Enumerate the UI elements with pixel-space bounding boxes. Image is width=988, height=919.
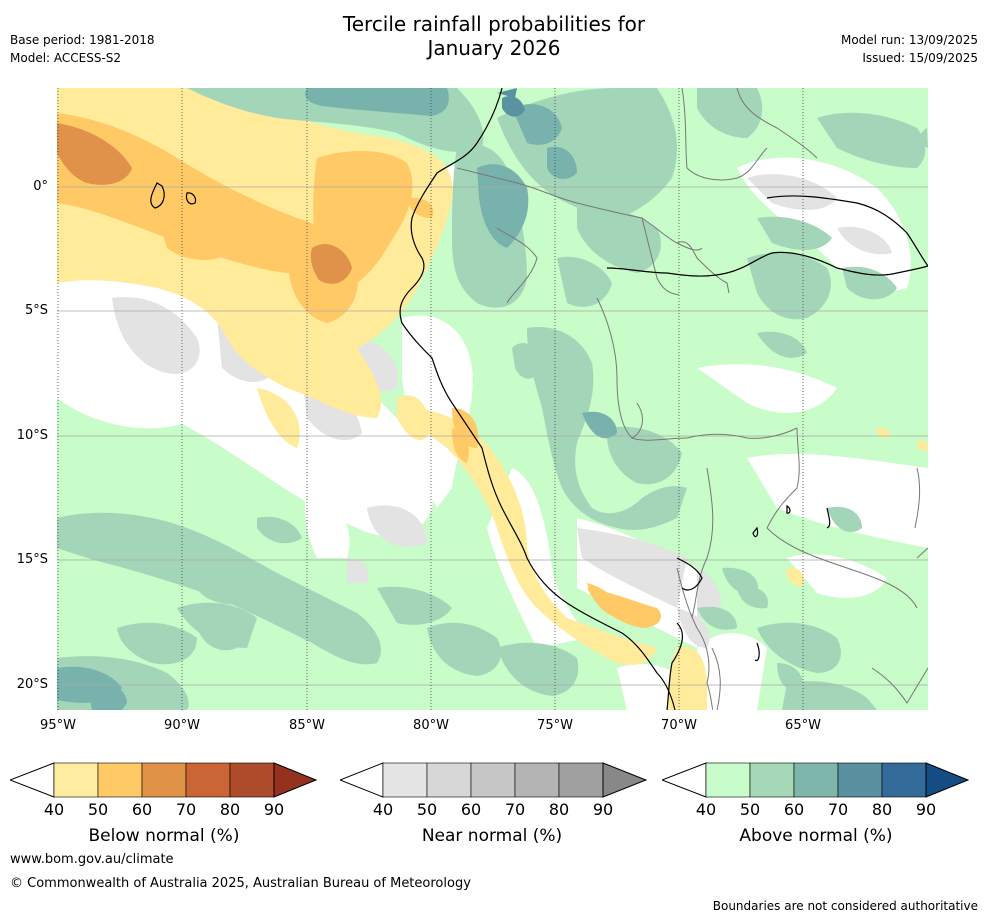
lon-label-85w: 85°W	[289, 718, 325, 733]
cb-above-tick-50: 50	[739, 800, 761, 819]
cb-below-tick-70: 70	[175, 800, 197, 819]
website-link[interactable]: www.bom.gov.au/climate	[10, 852, 174, 867]
cb-near-tick-90: 90	[592, 800, 614, 819]
colorbar-near-swatch-4	[558, 762, 604, 798]
lon-label-95w: 95°W	[40, 718, 76, 733]
colorbar-near-swatch-0	[382, 762, 428, 798]
colorbar-above-swatch-1	[749, 762, 795, 798]
above-50-regions	[57, 88, 928, 710]
base-period: Base period: 1981-2018	[10, 33, 155, 47]
colorbar-above-swatch-0	[705, 762, 751, 798]
title-line-1: Tercile rainfall probabilities for	[342, 12, 646, 36]
coastline	[150, 88, 928, 710]
lat-label-0: 0°	[33, 179, 48, 194]
issued-date: Issued: 15/09/2025	[862, 51, 978, 65]
colorbar-below-swatch-2	[141, 762, 187, 798]
colorbar-above-low-arrow	[662, 762, 707, 798]
colorbar-near-swatch-2	[470, 762, 516, 798]
colorbar-below-swatch-1	[97, 762, 143, 798]
colorbar-below-swatch-3	[185, 762, 231, 798]
disclaimer-text: Boundaries are not considered authoritat…	[712, 899, 978, 913]
colorbar-below-high-arrow	[273, 762, 318, 798]
lat-label-5s: 5°S	[24, 303, 48, 318]
lon-label-65w: 65°W	[785, 718, 821, 733]
lat-label-20s: 20°S	[16, 677, 48, 692]
cb-below-tick-40: 40	[43, 800, 65, 819]
cb-near-tick-80: 80	[548, 800, 570, 819]
map-title: Tercile rainfall probabilities for Janua…	[0, 12, 988, 60]
below-70-regions	[57, 123, 352, 284]
meta-left: Base period: 1981-2018 Model: ACCESS-S2	[10, 31, 155, 67]
colorbar-above-swatch-2	[793, 762, 839, 798]
cb-above-tick-80: 80	[871, 800, 893, 819]
colorbar-above-high-arrow	[925, 762, 970, 798]
cb-above-tick-60: 60	[783, 800, 805, 819]
colorbar-below-swatch-4	[229, 762, 275, 798]
colorbar-above-swatch-3	[837, 762, 883, 798]
cb-below-tick-50: 50	[87, 800, 109, 819]
country-borders	[456, 88, 928, 710]
model-run: Model run: 13/09/2025	[840, 33, 978, 47]
colorbar-above-swatch-4	[881, 762, 927, 798]
above-70-regions	[497, 88, 525, 117]
colorbar-above	[662, 762, 970, 798]
cb-near-tick-70: 70	[504, 800, 526, 819]
model-name: Model: ACCESS-S2	[10, 51, 122, 65]
cb-below-tick-80: 80	[219, 800, 241, 819]
above-60-regions	[57, 88, 617, 710]
cb-above-tick-90: 90	[915, 800, 937, 819]
lon-label-80w: 80°W	[413, 718, 449, 733]
cb-near-tick-40: 40	[372, 800, 394, 819]
lat-label-10s: 10°S	[16, 428, 48, 443]
colorbar-below	[10, 762, 318, 798]
cb-near-tick-60: 60	[460, 800, 482, 819]
cb-below-title: Below normal (%)	[88, 826, 240, 846]
lon-label-90w: 90°W	[164, 718, 200, 733]
cb-below-tick-90: 90	[263, 800, 285, 819]
neutral-regions	[57, 88, 928, 710]
cb-below-tick-60: 60	[131, 800, 153, 819]
colorbar-below-swatch-0	[53, 762, 99, 798]
cb-above-tick-70: 70	[827, 800, 849, 819]
title-line-2: January 2026	[427, 36, 561, 60]
lat-label-15s: 15°S	[16, 552, 48, 567]
colorbar-near-swatch-1	[426, 762, 472, 798]
cb-above-tick-40: 40	[695, 800, 717, 819]
lon-label-70w: 70°W	[661, 718, 697, 733]
cb-near-title: Near normal (%)	[421, 826, 563, 846]
colorbar-below-low-arrow	[10, 762, 55, 798]
copyright-text: © Commonwealth of Australia 2025, Austra…	[10, 876, 471, 891]
cb-near-tick-50: 50	[416, 800, 438, 819]
rainfall-map[interactable]	[57, 88, 928, 710]
cb-above-title: Above normal (%)	[739, 826, 893, 846]
colorbar-near-low-arrow	[340, 762, 384, 798]
lon-label-75w: 75°W	[537, 718, 573, 733]
colorbar-near	[340, 762, 648, 798]
colorbar-near-swatch-3	[514, 762, 560, 798]
colorbar-near-high-arrow	[602, 762, 648, 798]
meta-right: Model run: 13/09/2025 Issued: 15/09/2025	[841, 31, 978, 67]
graticule	[57, 186, 928, 686]
